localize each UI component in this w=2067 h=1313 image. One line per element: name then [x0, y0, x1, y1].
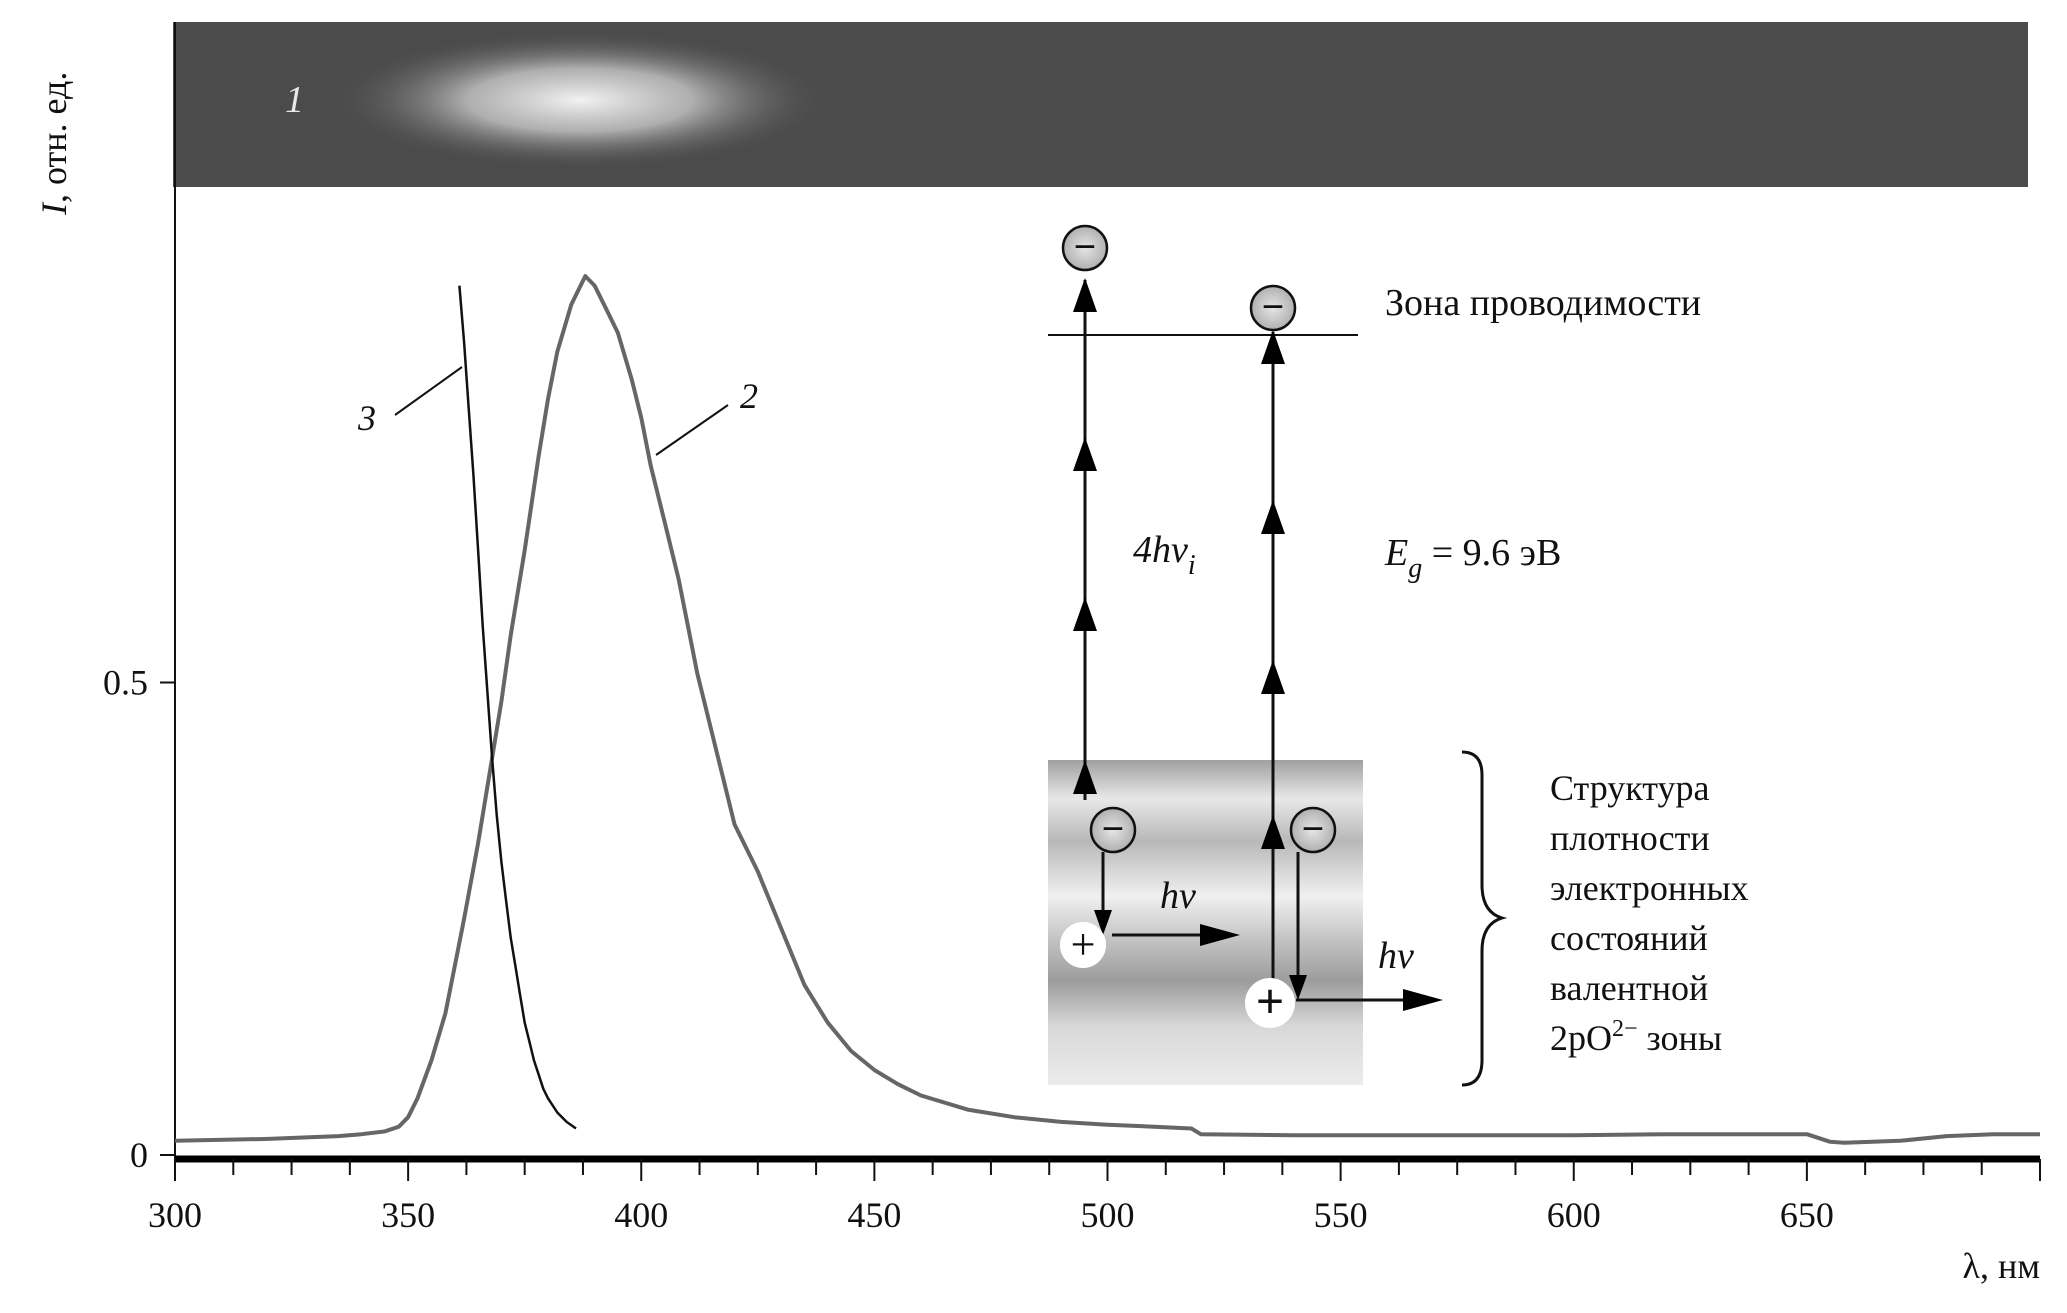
- electron-top-right: −: [1249, 284, 1297, 332]
- arrow-head-right: [1403, 989, 1443, 1011]
- valence-band-brace: [1461, 750, 1508, 1087]
- curve-label-2: 2: [655, 376, 758, 456]
- curve-2-leader: [655, 404, 729, 456]
- emission-label-left: hν: [1160, 875, 1196, 917]
- x-tick-label: 600: [1547, 1195, 1601, 1235]
- svg-text:−: −: [1102, 806, 1125, 851]
- vb-desc-superscript: 2−: [1612, 1016, 1638, 1042]
- vb-desc-line-3: электронных: [1550, 868, 1749, 908]
- hole-right: +: [1245, 973, 1295, 1029]
- y-axis-title: I, отн. ед.: [34, 72, 74, 216]
- valence-band-description: Структура плотности электронных состояни…: [1550, 768, 1758, 1008]
- svg-text:−: −: [1262, 284, 1285, 329]
- svg-text:+: +: [1071, 920, 1096, 969]
- y-axis-title-rest: , отн. ед.: [34, 72, 74, 203]
- series-layer: [174, 274, 2040, 1145]
- svg-text:+: +: [1256, 973, 1285, 1029]
- x-tick-label: 550: [1314, 1195, 1368, 1235]
- svg-text:−: −: [1302, 806, 1325, 851]
- photon-energy-main: 4hν: [1133, 529, 1188, 571]
- arrow-head-up: [1261, 660, 1285, 694]
- electron-vb-left: −: [1089, 806, 1137, 854]
- arrow-head-up: [1073, 760, 1097, 794]
- left-excitation-path: [1073, 278, 1097, 800]
- vb-desc-suffix: зоны: [1638, 1018, 1722, 1058]
- x-tick-label: 450: [847, 1195, 901, 1235]
- y-axis-title-symbol: I: [34, 201, 74, 216]
- curve-2-label: 2: [740, 376, 758, 416]
- photon-energy-label: 4hνi: [1133, 529, 1196, 581]
- band-gap-symbol: E: [1384, 532, 1408, 574]
- curve-3-leader: [394, 366, 463, 416]
- vb-desc-line-4: состояний: [1550, 918, 1708, 958]
- axes: 300 350 400 450 500 550 600 650 00.5: [103, 22, 2041, 1235]
- right-excitation-path: [1261, 330, 1285, 1000]
- strip-glow: [330, 30, 831, 170]
- series-2-line: [174, 274, 2040, 1145]
- arrow-head-down: [1094, 910, 1112, 935]
- hole-left: +: [1060, 920, 1106, 969]
- arrow-head-up: [1261, 815, 1285, 849]
- arrow-head-right: [1200, 924, 1240, 946]
- photon-energy-sub: i: [1188, 550, 1196, 581]
- strip-label: 1: [285, 79, 304, 121]
- band-gap-value: = 9.6 эВ: [1422, 532, 1561, 574]
- y-tick-label: 0.5: [103, 663, 148, 703]
- conduction-band-label: Зона проводимости: [1385, 282, 1701, 324]
- band-gap-label: Eg = 9.6 эВ: [1384, 532, 1561, 584]
- arrow-head-up: [1261, 500, 1285, 534]
- curve-3-label: 3: [357, 398, 376, 438]
- x-tick-label: 300: [148, 1195, 202, 1235]
- series-3-line: [458, 285, 577, 1130]
- x-tick-label: 350: [381, 1195, 435, 1235]
- x-tick-label: 400: [614, 1195, 668, 1235]
- vb-desc-prefix: 2pO: [1550, 1018, 1612, 1058]
- x-tick-label: 500: [1081, 1195, 1135, 1235]
- arrow-head-up: [1073, 437, 1097, 471]
- y-tick-label: 0: [130, 1135, 148, 1175]
- vb-desc-line-5: валентной: [1550, 968, 1708, 1008]
- band-gap-sub: g: [1408, 553, 1422, 584]
- arrow-head-up: [1073, 278, 1097, 312]
- x-tick-label: 650: [1780, 1195, 1834, 1235]
- vb-desc-line-2: плотности: [1550, 818, 1710, 858]
- electron-top-left: −: [1061, 224, 1109, 272]
- emission-image-strip: 1: [173, 22, 2028, 187]
- y-ticks: 00.5: [103, 663, 175, 1175]
- electron-vb-right: −: [1289, 806, 1337, 854]
- arrow-head-up: [1261, 330, 1285, 364]
- svg-text:−: −: [1074, 224, 1097, 269]
- curve-label-3: 3: [357, 366, 463, 438]
- arrow-head-up: [1073, 597, 1097, 631]
- vb-desc-line-1: Структура: [1550, 768, 1710, 808]
- emission-label-right: hν: [1378, 935, 1414, 977]
- vb-desc-line-6: 2pO2− зоны: [1550, 1016, 1722, 1058]
- band-diagram: Зона проводимости − − 4hνi: [1048, 224, 1758, 1087]
- x-ticks: 300 350 400 450 500 550 600 650: [148, 1159, 2041, 1235]
- arrow-head-down: [1289, 975, 1307, 1000]
- x-axis-title: λ, нм: [1962, 1246, 2040, 1286]
